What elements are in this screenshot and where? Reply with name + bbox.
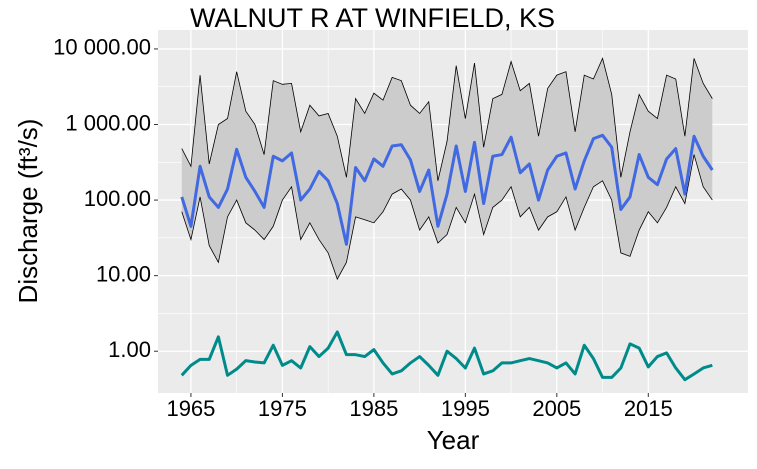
range-band (181, 58, 713, 280)
y-tick-label: 10 000.00 (53, 35, 151, 60)
series-line (180, 330, 713, 382)
x-tick-label: 1965 (166, 396, 215, 421)
x-tick-label: 1975 (258, 396, 307, 421)
chart-title: WALNUT R AT WINFIELD, KS (190, 3, 555, 33)
band-lower-line (181, 154, 713, 281)
band-upper-line (181, 57, 713, 181)
x-tick-label: 2015 (624, 396, 673, 421)
y-tick-label: 100.00 (84, 186, 151, 211)
axes: 1.00 10.00 100.00 1 000.00 10 000.00 1965 1975… (53, 35, 673, 421)
x-tick-label: 1985 (349, 396, 398, 421)
y-axis-label: Discharge (ft³/s) (13, 119, 43, 304)
x-tick-label: 1995 (441, 396, 490, 421)
marks (180, 57, 714, 382)
series-line (180, 133, 714, 246)
y-tick-label: 1.00 (108, 337, 151, 362)
y-tick-label: 1 000.00 (65, 110, 151, 135)
y-tick-label: 10.00 (96, 261, 151, 286)
x-tick-label: 2005 (532, 396, 581, 421)
x-axis-label: Year (427, 425, 480, 455)
